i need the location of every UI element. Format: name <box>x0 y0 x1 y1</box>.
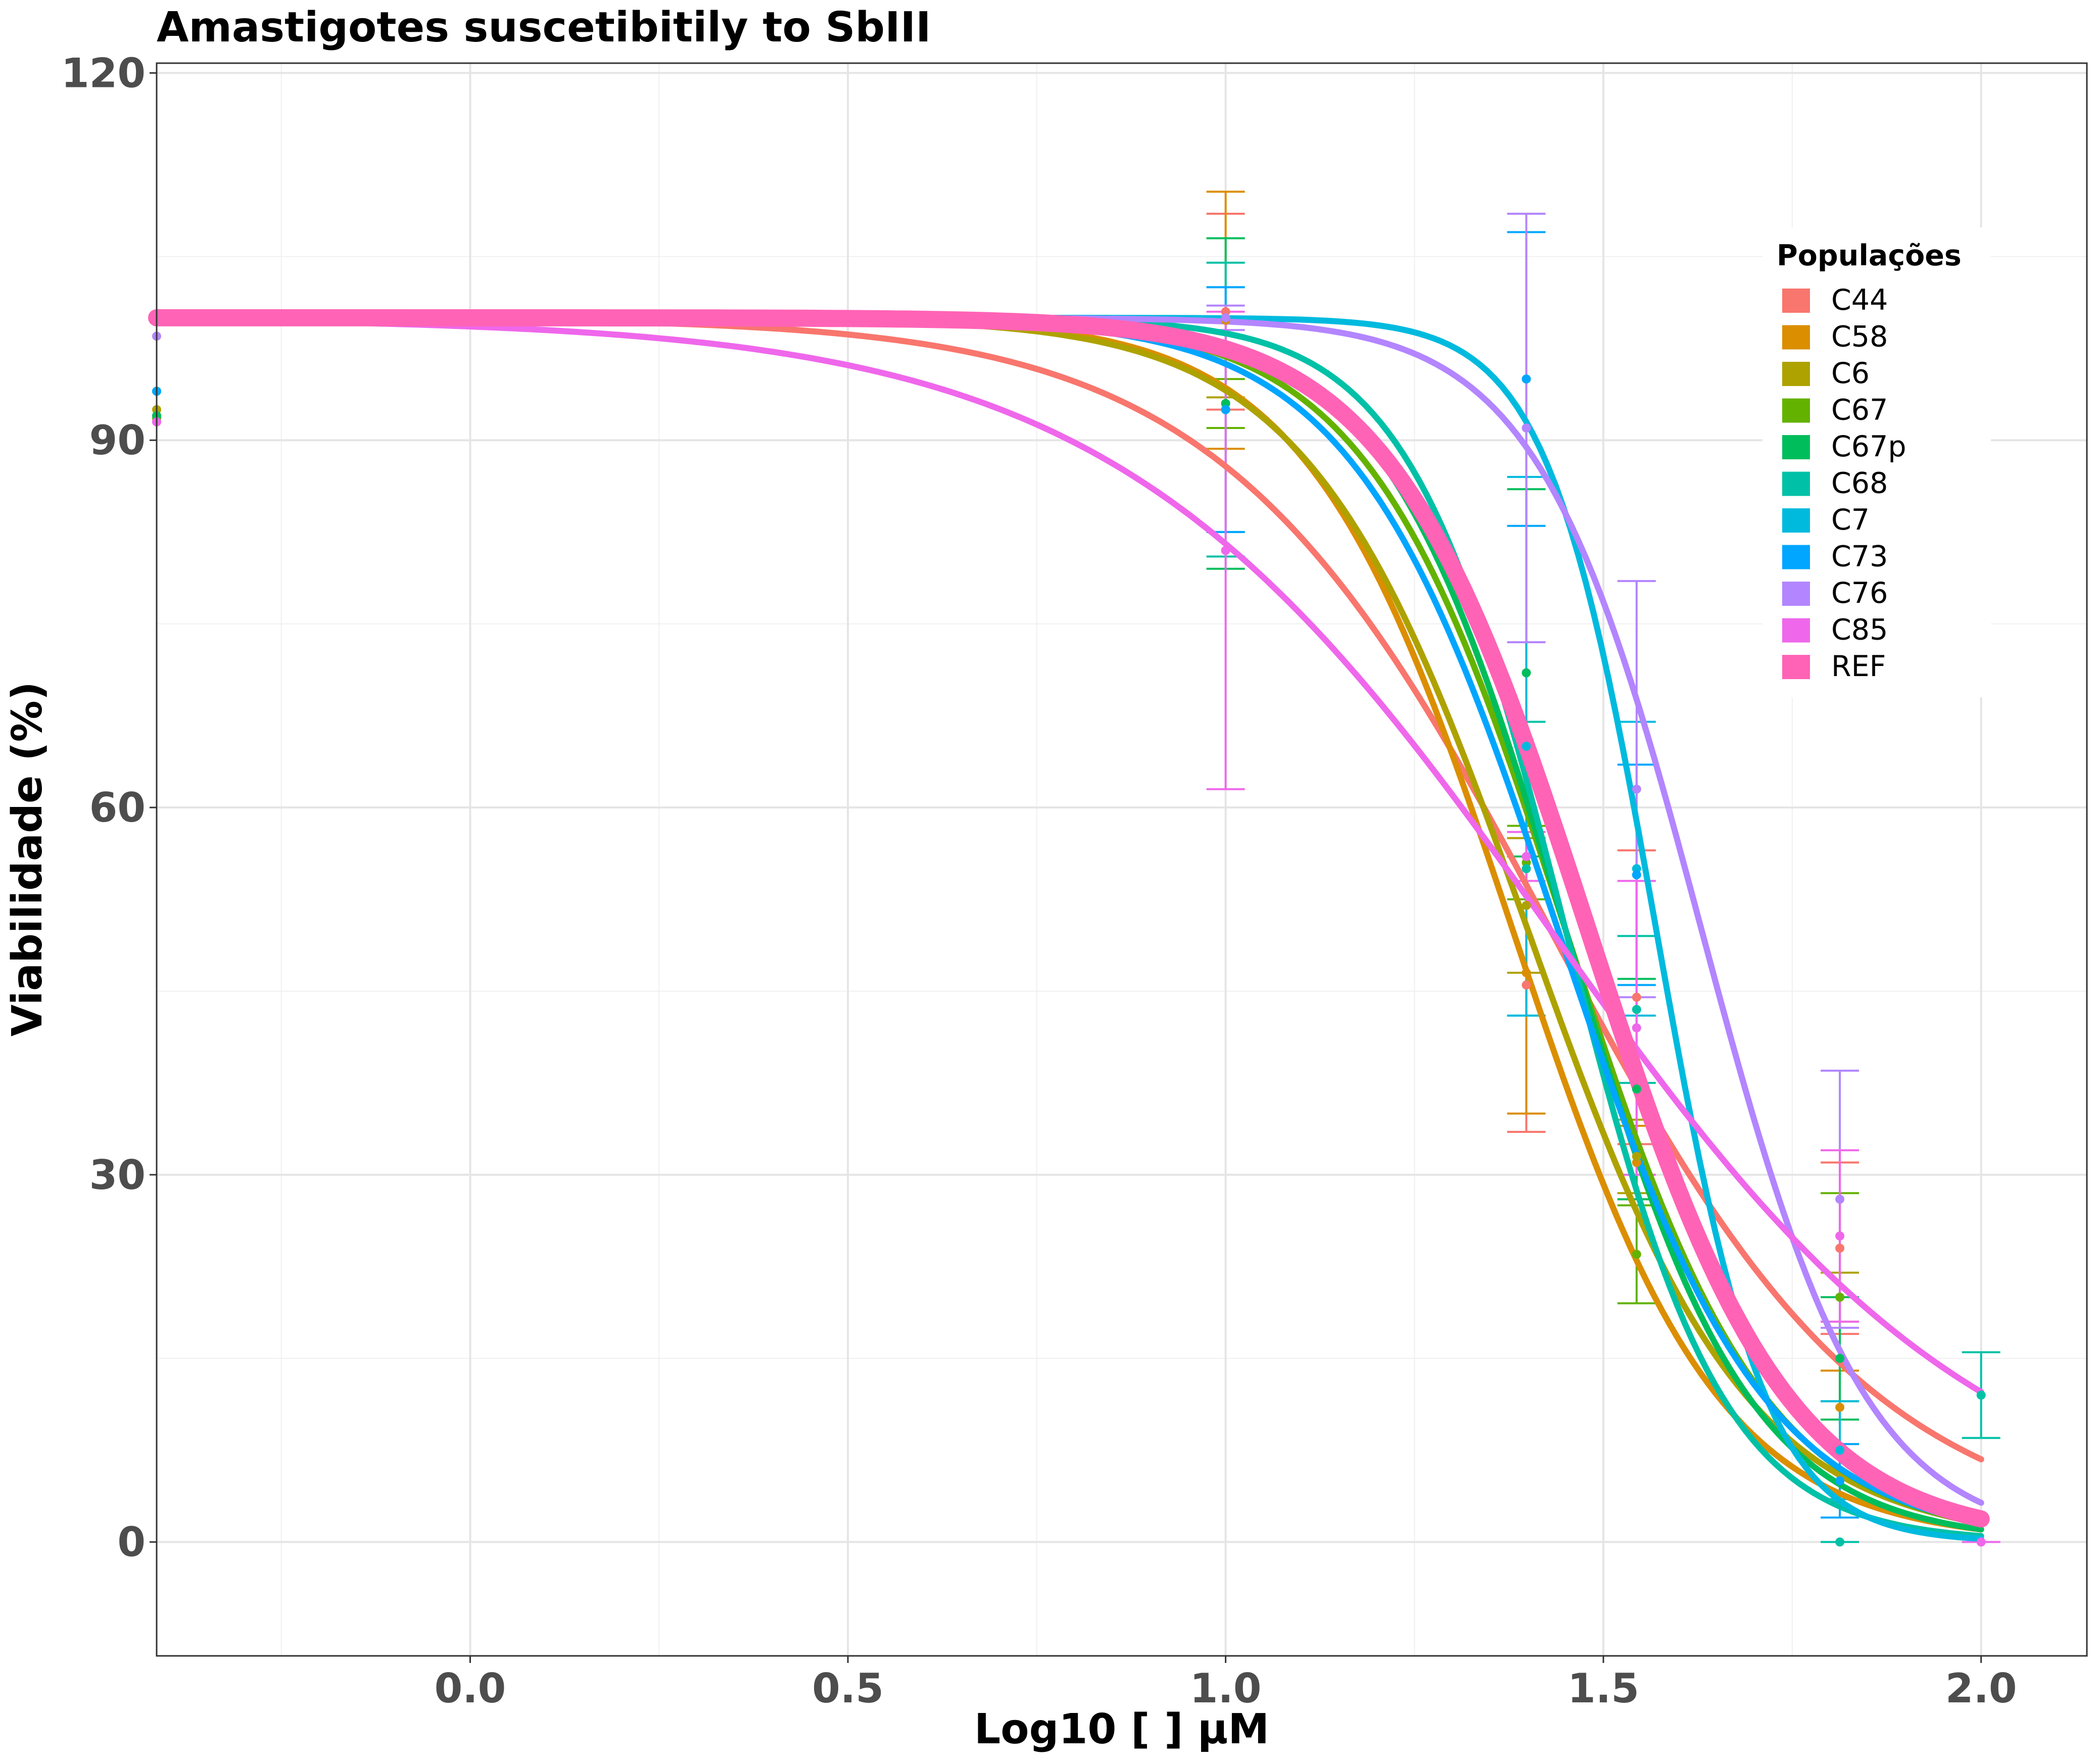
chart-title: Amastigotes suscetibitily to SbIII <box>157 4 931 52</box>
legend-key-REF <box>1782 655 1810 679</box>
legend-label-REF: REF <box>1831 650 1886 683</box>
legend-label-C67p: C67p <box>1831 430 1906 463</box>
data-point-C76 <box>1521 423 1531 433</box>
data-point-C44 <box>1835 1244 1845 1253</box>
x-tick-label: 1.0 <box>1190 1665 1262 1712</box>
legend-key-C85 <box>1782 618 1810 643</box>
data-point-C68 <box>1835 1537 1845 1547</box>
data-point-C76 <box>1835 1195 1845 1204</box>
data-point-C73 <box>1221 405 1230 414</box>
data-point-C85 <box>1221 546 1230 555</box>
legend-label-C6: C6 <box>1831 357 1870 390</box>
legend-key-C7 <box>1782 508 1810 533</box>
data-point-C68 <box>1976 1390 1986 1400</box>
legend-key-C58 <box>1782 325 1810 350</box>
legend-label-C44: C44 <box>1831 283 1888 317</box>
y-axis-ticks: 0 30 60 90 120 <box>61 50 157 1566</box>
legend-key-C73 <box>1782 545 1810 569</box>
data-point-C85 <box>1632 1023 1641 1033</box>
data-point-C73 <box>1521 374 1531 384</box>
x-tick-label: 1.5 <box>1567 1665 1639 1712</box>
y-tick-label: 0 <box>117 1519 146 1566</box>
legend-key-C44 <box>1782 289 1810 313</box>
data-point-C73 <box>1632 870 1641 880</box>
data-point-C7 <box>1521 741 1531 751</box>
x-tick-label: 0.5 <box>812 1665 884 1712</box>
data-point-C76 <box>1632 784 1641 794</box>
legend-key-C68 <box>1782 471 1810 496</box>
data-point-C68 <box>1632 1005 1641 1014</box>
y-tick-label: 60 <box>89 784 146 831</box>
data-point-C7 <box>1835 1445 1845 1455</box>
legend-key-C67p <box>1782 435 1810 459</box>
x-axis-title: Log10 [ ] µM <box>974 1705 1269 1753</box>
legend-label-C73: C73 <box>1831 540 1888 574</box>
data-point-C85 <box>1521 851 1531 861</box>
data-point-C85 <box>1976 1537 1986 1547</box>
panel-border <box>156 62 2088 1657</box>
data-point-C6 <box>1632 1152 1641 1161</box>
x-tick-label: 0.0 <box>435 1665 506 1712</box>
legend-label-C76: C76 <box>1831 577 1888 610</box>
data-points <box>152 307 1986 1547</box>
y-tick-label: 120 <box>61 50 146 97</box>
data-point-C73 <box>1835 1476 1845 1486</box>
data-point-C6 <box>1521 900 1531 910</box>
data-point-C67 <box>1632 1250 1641 1259</box>
data-point-C85 <box>1835 1231 1845 1241</box>
data-point-C67p <box>1521 668 1531 678</box>
y-tick-label: 30 <box>89 1152 146 1199</box>
legend-label-C85: C85 <box>1831 613 1888 647</box>
legend-key-C67 <box>1782 398 1810 423</box>
legend-title: Populações <box>1777 239 1962 272</box>
data-point-C58 <box>1835 1403 1845 1412</box>
data-point-C67p <box>1632 1084 1641 1094</box>
data-point-C68 <box>1521 864 1531 874</box>
legend-label-C58: C58 <box>1831 320 1888 354</box>
data-point-C67p <box>1835 1354 1845 1363</box>
legend-label-C67: C67 <box>1831 394 1888 427</box>
legend-key-C76 <box>1782 582 1810 606</box>
data-point-C44 <box>1632 992 1641 1002</box>
fitted-curves <box>148 309 1990 1542</box>
x-tick-label: 2.0 <box>1945 1665 2017 1712</box>
data-point-C44 <box>1521 980 1531 990</box>
y-axis-title: Viabilidade (%) <box>4 682 52 1037</box>
legend-label-C7: C7 <box>1831 503 1870 537</box>
y-tick-label: 90 <box>89 417 146 464</box>
data-point-C67 <box>1835 1293 1845 1302</box>
legend-label-C68: C68 <box>1831 467 1888 500</box>
major-gridlines <box>157 63 2087 1656</box>
data-point-C58 <box>1521 968 1531 978</box>
legend-key-C6 <box>1782 362 1810 386</box>
curve-REF <box>148 309 1990 1528</box>
data-point-C76 <box>1221 313 1230 322</box>
x-axis-ticks: 0.0 0.5 1.0 1.5 2.0 <box>435 1656 2017 1712</box>
